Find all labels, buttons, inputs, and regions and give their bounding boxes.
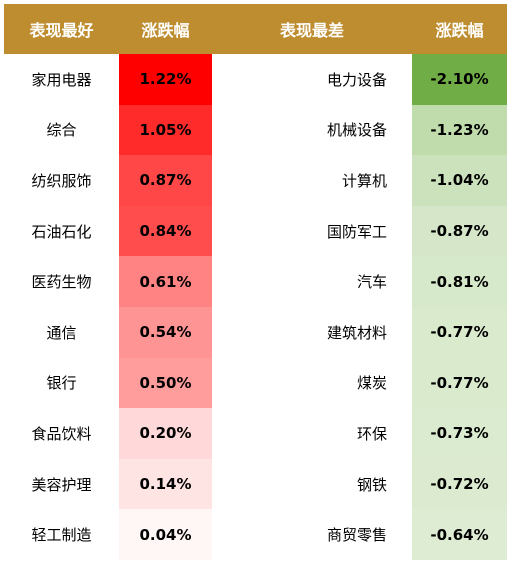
worst-change-value: -0.72% <box>412 458 507 510</box>
best-sector-name: 通信 <box>4 306 119 358</box>
worst-sector-name: 商贸零售 <box>212 509 412 560</box>
worst-sector-name: 钢铁 <box>212 458 412 510</box>
worst-change-value: -0.73% <box>412 408 507 459</box>
best-change-value: 0.14% <box>119 458 212 510</box>
worst-change-value: -0.77% <box>412 357 507 409</box>
worst-change-value: -0.64% <box>412 509 507 560</box>
best-sector-name: 家用电器 <box>4 54 119 105</box>
worst-change-value: -1.04% <box>412 155 507 206</box>
worst-change-value: -0.81% <box>412 256 507 307</box>
best-sector-name: 石油石化 <box>4 205 119 257</box>
sector-performance-table: 表现最好 涨跌幅 表现最差 涨跌幅 家用电器 1.22% 电力设备 -2.10% 综合 1… <box>4 4 507 560</box>
worst-sector-name: 机械设备 <box>212 104 412 156</box>
best-change-value: 0.50% <box>119 357 212 409</box>
worst-sector-name: 环保 <box>212 408 412 459</box>
worst-sector-name: 建筑材料 <box>212 306 412 358</box>
worst-sector-name: 汽车 <box>212 256 412 307</box>
worst-change-value: -0.87% <box>412 205 507 257</box>
best-change-value: 0.20% <box>119 408 212 459</box>
best-change-value: 0.04% <box>119 509 212 560</box>
best-sector-name: 轻工制造 <box>4 509 119 560</box>
best-sector-name: 银行 <box>4 357 119 409</box>
worst-sector-name: 国防军工 <box>212 205 412 257</box>
best-sector-name: 纺织服饰 <box>4 155 119 206</box>
best-change-value: 0.87% <box>119 155 212 206</box>
best-sector-name: 食品饮料 <box>4 408 119 459</box>
best-change-value: 1.05% <box>119 104 212 156</box>
worst-sector-name: 煤炭 <box>212 357 412 409</box>
header-worst-sector: 表现最差 <box>212 4 412 54</box>
worst-change-value: -0.77% <box>412 306 507 358</box>
best-sector-name: 美容护理 <box>4 458 119 510</box>
best-change-value: 0.84% <box>119 205 212 257</box>
worst-change-value: -2.10% <box>412 54 507 105</box>
worst-sector-name: 电力设备 <box>212 54 412 105</box>
header-best-sector: 表现最好 <box>4 4 119 54</box>
header-worst-change: 涨跌幅 <box>412 4 507 54</box>
best-change-value: 1.22% <box>119 54 212 105</box>
best-sector-name: 综合 <box>4 104 119 156</box>
best-change-value: 0.61% <box>119 256 212 307</box>
best-change-value: 0.54% <box>119 306 212 358</box>
worst-change-value: -1.23% <box>412 104 507 156</box>
best-sector-name: 医药生物 <box>4 256 119 307</box>
header-best-change: 涨跌幅 <box>119 4 212 54</box>
worst-sector-name: 计算机 <box>212 155 412 206</box>
